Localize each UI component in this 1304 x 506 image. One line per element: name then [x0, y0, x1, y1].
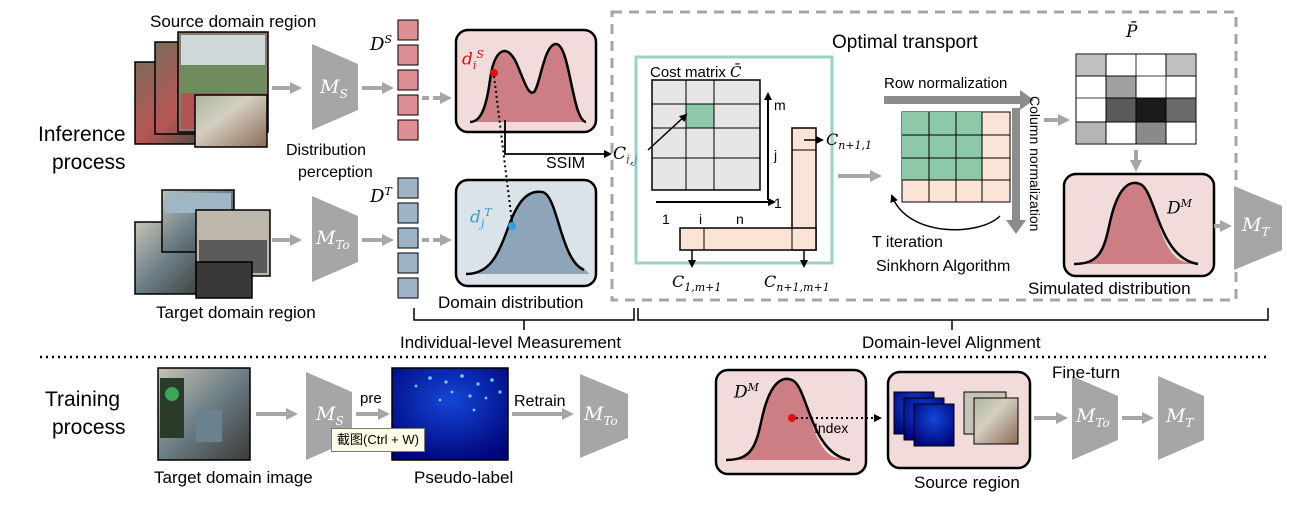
symbol-mto: MTo [316, 227, 350, 252]
label-domain-distribution: Domain distribution [438, 293, 584, 312]
symbol-ms: MS [320, 76, 348, 101]
label-optimal-transport: Optimal transport [832, 32, 978, 53]
symbol-mto-finetune: MTo [1076, 405, 1110, 430]
training-target-image [157, 367, 251, 461]
symbol-mt: MT [1242, 214, 1270, 239]
model-mto-finetune [1072, 376, 1118, 460]
target-distribution-panel [454, 178, 598, 288]
label-pseudo-label: Pseudo-label [414, 468, 514, 487]
label-training: Training [45, 388, 121, 411]
label-source-region: Source region [914, 473, 1020, 492]
p-bar-matrix [1075, 53, 1197, 145]
source-feature-column [397, 19, 419, 141]
source-domain-images [134, 31, 269, 148]
symbol-mt-final: MT [1166, 405, 1194, 430]
screenshot-tooltip: 截图(Ctrl + W) [331, 428, 425, 452]
training-dm-panel [714, 368, 868, 476]
model-mto-target [312, 196, 358, 282]
label-domain-level-alignment: Domain-level Alignment [862, 333, 1041, 352]
symbol-mto-training: MTo [584, 403, 618, 428]
label-target-domain-image: Target domain image [154, 468, 313, 487]
label-ssim: SSIM [546, 155, 586, 172]
symbol-dis: diS [462, 48, 484, 73]
label-source-domain-region: Source domain region [150, 12, 317, 31]
label-perception: perception [298, 164, 373, 181]
brace-individual-level [413, 308, 635, 330]
label-pre: pre [360, 390, 382, 407]
label-training-process: process [52, 416, 126, 439]
axis-label-1-horizontal: 1 [662, 211, 670, 227]
label-retrain: Retrain [514, 393, 566, 410]
axis-label-i: i [699, 211, 703, 227]
label-row-normalization: Row normalization [884, 75, 1008, 92]
symbol-dm: DM [1167, 197, 1192, 219]
symbol-c1m: C1,m+1 [672, 272, 722, 295]
sinkhorn-matrix [901, 111, 1011, 203]
symbol-djt: djT [470, 206, 492, 231]
model-mto-training [580, 374, 628, 458]
cost-matrix-box [634, 55, 834, 265]
label-fine-turn: Fine-turn [1052, 363, 1121, 382]
cost-matrix-extension [679, 127, 824, 268]
source-distribution-panel [454, 28, 598, 134]
symbol-ds: DS [370, 33, 392, 55]
model-mt-output [1234, 186, 1282, 270]
label-sinkhorn-algorithm: Sinkhorn Algorithm [876, 258, 1011, 275]
label-target-domain-region: Target domain region [156, 303, 316, 322]
symbol-cnm: Cn+1,m+1 [764, 272, 830, 295]
symbol-pbar: P̄ [1126, 22, 1138, 42]
label-inference: Inference [38, 123, 126, 146]
label-t-iteration: T iteration [872, 234, 943, 251]
target-domain-images [134, 189, 271, 299]
label-simulated-distribution: Simulated distribution [1028, 279, 1191, 298]
axis-label-1-vertical: 1 [774, 195, 782, 211]
target-feature-column [397, 177, 419, 299]
simulated-distribution-panel [1062, 172, 1216, 278]
symbol-dt: DT [370, 185, 392, 207]
column-normalization-arrow [1006, 108, 1026, 234]
brace-domain-level [637, 308, 1269, 330]
label-cost-matrix: Cost matrix C̄ [650, 63, 742, 81]
label-distribution: Distribution [286, 142, 367, 159]
symbol-dm-training: DM [734, 381, 759, 403]
label-index: Index [814, 420, 849, 436]
symbol-ms-training: MS [316, 403, 344, 428]
axis-label-n: n [736, 211, 744, 227]
label-column-normalization: Column normalization [1027, 96, 1043, 232]
label-individual-level-measurement: Individual-level Measurement [400, 333, 622, 352]
symbol-cij: Ci,j [613, 144, 638, 167]
axis-label-j: j [774, 147, 778, 163]
model-mt-final [1158, 376, 1204, 460]
label-inference-process: process [52, 151, 126, 174]
optimal-transport-box [610, 10, 1238, 302]
model-ms-source [312, 44, 358, 130]
symbol-cn1: Cn+1,1 [826, 130, 873, 153]
row-normalization-arrow [884, 90, 1034, 110]
axis-label-m: m [774, 97, 786, 113]
cost-matrix-grid [647, 79, 761, 191]
source-region-panel [886, 370, 1032, 470]
